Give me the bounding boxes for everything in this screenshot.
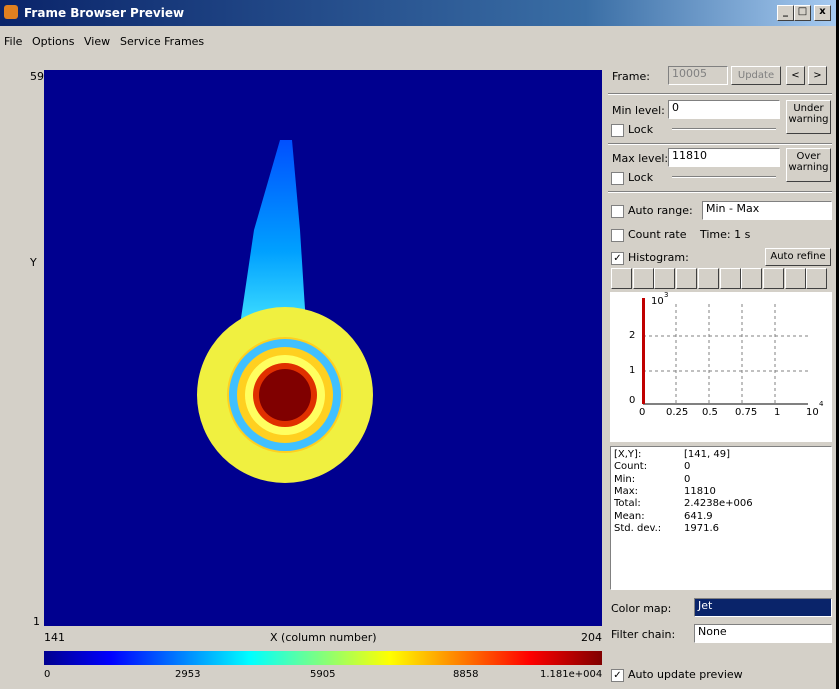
toolbar-button[interactable] <box>785 268 806 289</box>
toolbar-button[interactable] <box>806 268 827 289</box>
label: 10 <box>651 296 664 307</box>
button-text: warning <box>788 114 828 125</box>
label: Count rate <box>628 228 687 241</box>
label: 10 <box>806 407 819 418</box>
y-tick-label: 1 <box>629 365 635 376</box>
min-level-input[interactable]: 0 <box>668 100 780 119</box>
toolbar-button[interactable] <box>611 268 632 289</box>
toolbar-button[interactable] <box>698 268 719 289</box>
x-tick-label: 0 <box>639 407 645 418</box>
max-level-input[interactable]: 11810 <box>668 148 780 167</box>
histogram-plot <box>610 292 832 442</box>
toolbar-button[interactable] <box>654 268 675 289</box>
color-bar-label: 5905 <box>310 669 335 680</box>
label: Time: 1 s <box>700 228 750 241</box>
stat-label: Mean: <box>614 511 645 522</box>
x-max-label: 204 <box>581 631 602 644</box>
color-bar-label: 2953 <box>175 669 200 680</box>
slider <box>672 176 776 178</box>
toolbar-button[interactable] <box>763 268 784 289</box>
prev-button[interactable]: < <box>786 66 805 85</box>
x-tick-label: 0.75 <box>735 407 757 418</box>
label: Lock <box>628 171 653 184</box>
label: Lock <box>628 123 653 136</box>
x-tick-label: 1 <box>774 407 780 418</box>
color-bar-label: 1.181e+004 <box>540 669 602 680</box>
stat-label: Max: <box>614 486 638 497</box>
toolbar-button[interactable] <box>720 268 741 289</box>
x-tick-label: 0.5 <box>702 407 718 418</box>
y-max-label: 59 <box>30 70 44 83</box>
y-min-label: 1 <box>33 615 40 628</box>
frame-image <box>44 70 602 626</box>
checkbox[interactable] <box>611 172 624 185</box>
checkbox[interactable] <box>611 229 624 242</box>
toolbar-button[interactable] <box>676 268 697 289</box>
update-button[interactable]: Update <box>731 66 781 85</box>
screen: Frame Browser Preview _ □ x 59 1 Y 141 X… <box>0 0 839 689</box>
stat-value: 0 <box>684 461 690 472</box>
label: Filter chain: <box>611 628 675 641</box>
stat-value: 1971.6 <box>684 523 719 534</box>
range-mode-combo[interactable]: Min - Max <box>702 201 832 220</box>
stat-label: Total: <box>614 498 641 509</box>
stat-value: [141, 49] <box>684 449 730 460</box>
stat-label: Std. dev.: <box>614 523 661 534</box>
checkbox[interactable]: ✓ <box>611 252 624 265</box>
label: 3 <box>664 291 668 299</box>
color-bar <box>44 651 602 665</box>
separator <box>608 191 832 193</box>
stat-label: Count: <box>614 461 647 472</box>
stat-value: 0 <box>684 474 690 485</box>
title-bar: Frame Browser Preview _ □ x <box>0 0 836 26</box>
minimize-button[interactable]: _ <box>777 5 794 21</box>
window: Frame Browser Preview _ □ x 59 1 Y 141 X… <box>0 0 836 689</box>
label: Histogram: <box>628 251 689 264</box>
checkbox[interactable] <box>611 205 624 218</box>
frame-spinbox[interactable]: 10005 <box>668 66 728 85</box>
label: Min level: <box>612 104 665 117</box>
stat-value: 2.4238e+006 <box>684 498 753 509</box>
menu-item[interactable]: Service Frames <box>120 35 204 48</box>
x-min-label: 141 <box>44 631 65 644</box>
close-button[interactable]: x <box>814 5 831 21</box>
button-text: warning <box>788 162 828 173</box>
maximize-button[interactable]: □ <box>794 5 811 21</box>
x-tick-label: 0.25 <box>666 407 688 418</box>
y-axis-label: Y <box>30 256 37 269</box>
separator <box>608 143 832 145</box>
toolbar-button[interactable] <box>633 268 654 289</box>
separator <box>608 93 832 95</box>
color-bar-label: 8858 <box>453 669 478 680</box>
color-bar-label: 0 <box>44 669 50 680</box>
label: Frame: <box>612 70 650 83</box>
color-map-combo[interactable]: Jet <box>694 598 832 617</box>
stat-label: [X,Y]: <box>614 449 641 460</box>
window-title: Frame Browser Preview <box>24 6 184 20</box>
stat-value: 641.9 <box>684 511 713 522</box>
menu-item[interactable]: File <box>4 35 22 48</box>
menu-item[interactable]: View <box>84 35 110 48</box>
label: Max level: <box>612 152 668 165</box>
slider <box>672 128 776 130</box>
label: 4 <box>819 400 823 408</box>
stat-label: Min: <box>614 474 635 485</box>
checkbox[interactable] <box>611 124 624 137</box>
label: Auto range: <box>628 204 693 217</box>
label: Color map: <box>611 602 671 615</box>
auto-refine-button[interactable]: Auto refine <box>765 248 831 266</box>
y-tick-label: 2 <box>629 330 635 341</box>
y-tick-label: 0 <box>629 395 635 406</box>
checkbox[interactable]: ✓ <box>611 669 624 682</box>
menu-item[interactable]: Options <box>32 35 74 48</box>
toolbar-button[interactable] <box>741 268 762 289</box>
app-icon <box>4 5 18 19</box>
filter-chain-combo[interactable]: None <box>694 624 832 643</box>
stat-value: 11810 <box>684 486 716 497</box>
next-button[interactable]: > <box>808 66 827 85</box>
x-axis-label: X (column number) <box>270 631 377 644</box>
label: Auto update preview <box>628 668 743 681</box>
